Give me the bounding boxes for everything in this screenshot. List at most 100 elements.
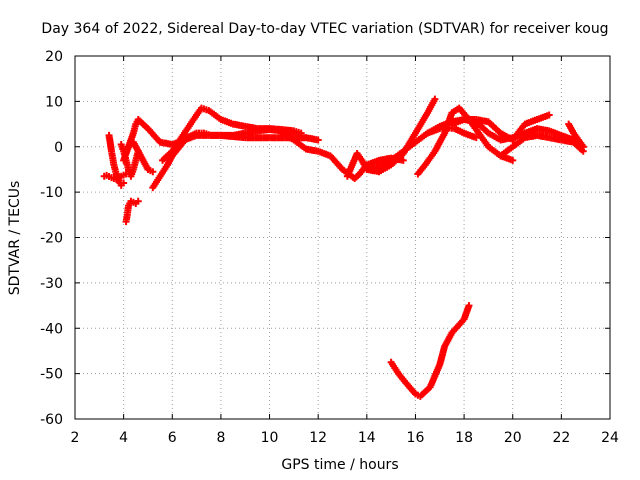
data-trace bbox=[436, 344, 448, 366]
data-trace bbox=[413, 130, 430, 145]
data-trace bbox=[426, 124, 442, 136]
data-trace bbox=[566, 122, 576, 135]
data-trace bbox=[177, 136, 189, 149]
data-point bbox=[579, 143, 587, 151]
data-trace bbox=[388, 360, 401, 376]
data-trace bbox=[510, 122, 528, 142]
series-arc-n bbox=[448, 111, 553, 144]
data-trace bbox=[157, 163, 170, 178]
x-axis-label: GPS time / hours bbox=[281, 457, 398, 473]
y-tick-label: -10 bbox=[40, 185, 63, 201]
data-trace bbox=[292, 128, 303, 136]
data-point bbox=[149, 168, 157, 176]
x-tick-label: 16 bbox=[407, 430, 425, 446]
x-tick-label: 14 bbox=[358, 430, 376, 446]
data-point bbox=[509, 156, 517, 164]
y-tick-label: -30 bbox=[40, 276, 63, 292]
series-arc-d bbox=[122, 197, 142, 226]
data-trace bbox=[571, 140, 586, 154]
data-trace bbox=[124, 204, 132, 216]
y-tick-label: 20 bbox=[45, 49, 63, 65]
data-point bbox=[134, 197, 142, 205]
data-trace bbox=[359, 158, 370, 172]
x-axis-ticks: 2 4 6 8 10 12 14 16 18 20 22 24 bbox=[71, 56, 619, 446]
data-trace bbox=[415, 163, 428, 176]
data-point bbox=[465, 302, 473, 310]
data-trace bbox=[352, 172, 362, 181]
data-trace bbox=[195, 129, 205, 137]
x-tick-label: 6 bbox=[168, 430, 177, 446]
grid bbox=[75, 56, 610, 419]
data-trace bbox=[280, 130, 296, 143]
data-trace bbox=[105, 133, 115, 153]
data-trace bbox=[200, 105, 210, 114]
data-trace bbox=[354, 151, 365, 163]
data-trace bbox=[389, 149, 406, 163]
data-trace bbox=[498, 144, 515, 158]
x-tick-label: 4 bbox=[119, 430, 128, 446]
data-trace bbox=[243, 134, 271, 142]
y-tick-label: 10 bbox=[45, 94, 63, 110]
data-trace bbox=[377, 158, 393, 170]
data-trace bbox=[418, 385, 432, 399]
data-trace bbox=[328, 153, 345, 172]
x-tick-label: 10 bbox=[261, 430, 279, 446]
data-trace bbox=[486, 119, 503, 136]
data-trace bbox=[123, 213, 131, 223]
data-point bbox=[472, 134, 480, 142]
x-tick-label: 8 bbox=[216, 430, 225, 446]
data-trace bbox=[170, 131, 187, 153]
series-arc-f bbox=[125, 138, 157, 176]
data-trace bbox=[413, 111, 430, 135]
data-point bbox=[314, 136, 322, 144]
data-trace bbox=[450, 105, 461, 116]
x-tick-label: 18 bbox=[455, 430, 473, 446]
y-tick-label: -50 bbox=[40, 367, 63, 383]
data-point bbox=[545, 111, 553, 119]
y-tick-label: -20 bbox=[40, 231, 63, 247]
data-trace bbox=[576, 138, 586, 149]
x-tick-label: 22 bbox=[552, 430, 570, 446]
data-trace bbox=[113, 172, 122, 182]
data-trace bbox=[210, 131, 222, 139]
data-trace bbox=[511, 135, 527, 149]
data-trace bbox=[442, 331, 455, 348]
data-trace bbox=[486, 130, 502, 143]
data-trace bbox=[202, 130, 213, 139]
series-arc-b bbox=[105, 131, 128, 189]
data-trace bbox=[476, 131, 491, 149]
series-arc-h bbox=[159, 104, 305, 164]
data-trace bbox=[123, 159, 132, 171]
data-trace bbox=[111, 163, 120, 176]
data-trace bbox=[401, 140, 418, 154]
x-tick-label: 12 bbox=[309, 430, 327, 446]
data-trace bbox=[130, 122, 139, 135]
data-point bbox=[431, 95, 439, 103]
data-trace bbox=[396, 371, 408, 385]
data-series bbox=[100, 95, 587, 400]
y-axis-ticks: -60 -50 -40 -30 -20 -10 0 10 20 bbox=[40, 49, 610, 428]
series-arc-o bbox=[497, 131, 587, 160]
data-trace bbox=[207, 108, 223, 122]
y-axis-label: SDTVAR / TECUs bbox=[7, 181, 23, 296]
data-trace bbox=[160, 149, 175, 163]
data-trace bbox=[130, 159, 139, 171]
data-trace bbox=[194, 106, 204, 117]
data-trace bbox=[108, 150, 117, 167]
data-trace bbox=[292, 137, 308, 152]
y-tick-label: -40 bbox=[40, 321, 63, 337]
data-trace bbox=[422, 149, 438, 167]
y-tick-label: 0 bbox=[54, 140, 63, 156]
data-trace bbox=[136, 117, 150, 131]
plot-frame bbox=[74, 55, 611, 420]
data-point bbox=[399, 156, 407, 164]
chart-title: Day 364 of 2022, Sidereal Day-to-day VTE… bbox=[41, 21, 608, 37]
data-trace bbox=[150, 174, 163, 190]
y-tick-label: -60 bbox=[40, 412, 63, 428]
data-trace bbox=[145, 126, 163, 145]
data-trace bbox=[128, 168, 137, 178]
series-arc-q bbox=[387, 302, 473, 400]
data-trace bbox=[118, 143, 127, 153]
data-point bbox=[120, 179, 128, 187]
